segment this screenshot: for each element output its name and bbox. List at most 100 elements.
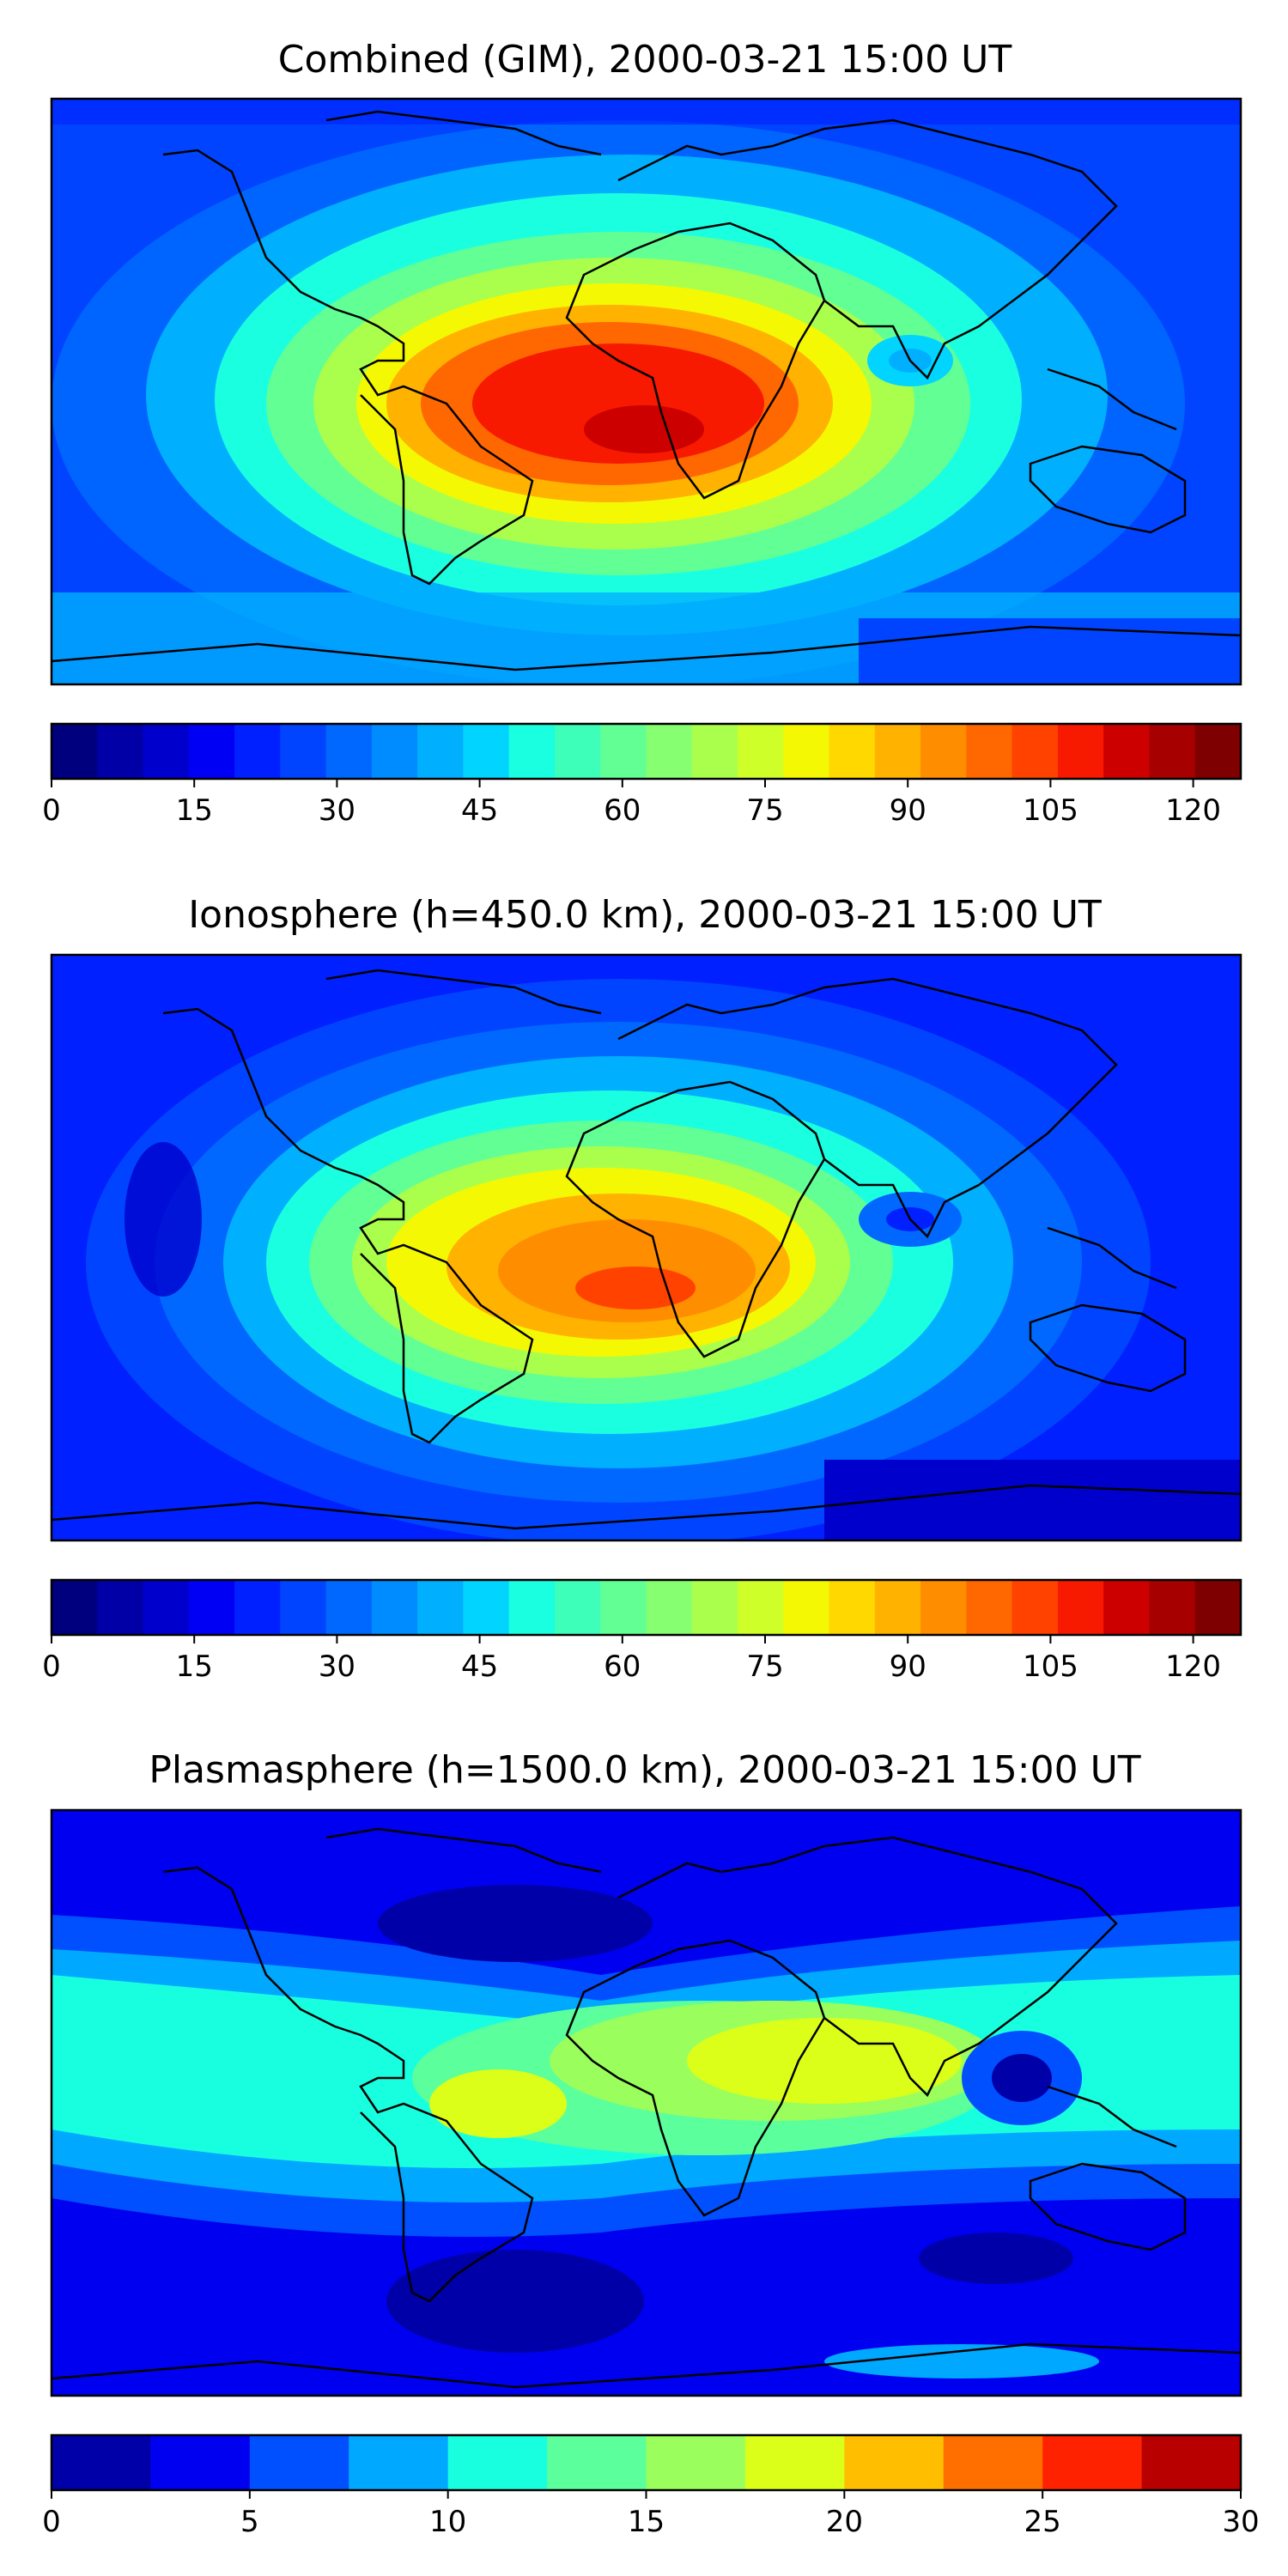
colorbar-segment <box>943 2435 1043 2490</box>
coastlines <box>52 969 1241 1530</box>
colorbar-segment <box>600 1580 647 1635</box>
colorbar-tick-label: 0 <box>42 1649 61 1684</box>
colorbar-tick-label: 15 <box>628 2505 665 2539</box>
colorbar-segment <box>280 724 327 779</box>
colorbar-tick-label: 0 <box>42 2505 61 2539</box>
colorbar-segment <box>783 724 830 779</box>
colorbar-segment <box>844 2435 945 2490</box>
colorbar-segment <box>463 724 510 779</box>
colorbar-segment <box>188 724 235 779</box>
colorbar-segment <box>874 724 921 779</box>
colorbar-tick-label: 120 <box>1165 1649 1221 1684</box>
colorbar-segment <box>1042 2435 1143 2490</box>
colorbar-segment <box>371 724 418 779</box>
colorbar-segment <box>738 1580 784 1635</box>
colorbar-tick-label: 60 <box>604 1649 641 1684</box>
colorbar-segment <box>1057 724 1104 779</box>
colorbar-segment <box>554 724 601 779</box>
colorbar-segment <box>188 1580 235 1635</box>
colorbar-tick-label: 5 <box>240 2505 259 2539</box>
colorbar-segment <box>97 1580 144 1635</box>
colorbar: 0 5 10 15 20 25 30 <box>42 2433 1260 2539</box>
colorbar-segment <box>417 724 465 779</box>
colorbar-segment <box>1012 724 1059 779</box>
colorbar-tick-label: 15 <box>176 793 213 828</box>
colorbar-tick-label: 90 <box>890 1649 927 1684</box>
colorbar-tick-label: 75 <box>746 793 783 828</box>
map-plot: 0 15 30 45 60 75 90 105 120 <box>42 953 1242 1684</box>
colorbar-segment <box>1149 1580 1196 1635</box>
colorbar-frame <box>50 722 1242 781</box>
panel-combined: Combined (GIM), 2000-03-21 15:00 UT <box>0 0 1288 859</box>
chart-title: Combined (GIM), 2000-03-21 15:00 UT <box>277 38 1012 82</box>
colorbar-segment <box>829 1580 876 1635</box>
colorbar-frame <box>50 1578 1242 1637</box>
colorbar-segment <box>371 1580 418 1635</box>
colorbar-segment <box>829 724 876 779</box>
colorbar-segment <box>1103 1580 1151 1635</box>
colorbar-segment <box>920 724 967 779</box>
colorbar-segment <box>646 724 693 779</box>
colorbar-tick-label: 105 <box>1023 793 1078 828</box>
colorbar-tick-label: 25 <box>1024 2505 1061 2539</box>
colorbar-segment <box>646 2435 746 2490</box>
colorbar-tick-label: 105 <box>1023 1649 1078 1684</box>
colorbar-segment <box>349 2435 449 2490</box>
colorbar: 0 15 30 45 60 75 90 105 120 <box>42 1578 1242 1684</box>
colorbar-segment <box>1194 724 1242 779</box>
colorbar-segment <box>554 1580 601 1635</box>
colorbar-segment <box>52 2435 152 2490</box>
coastlines <box>52 1827 1241 2389</box>
colorbar-segment <box>691 724 738 779</box>
map-frame <box>50 97 1242 686</box>
colorbar-tick-label: 45 <box>461 793 498 828</box>
colorbar-segment <box>325 1580 373 1635</box>
colorbar-segment <box>280 1580 327 1635</box>
colorbar-segment <box>744 2435 845 2490</box>
chart-title: Ionosphere (h=450.0 km), 2000-03-21 15:0… <box>188 893 1102 937</box>
colorbar-segment <box>783 1580 830 1635</box>
colorbar: 0 15 30 45 60 75 90 105 120 <box>42 722 1242 828</box>
colorbar-tick-label: 45 <box>461 1649 498 1684</box>
map-frame <box>50 953 1242 1542</box>
colorbar-segment <box>508 1580 556 1635</box>
colorbar-tick-label: 30 <box>1222 2505 1259 2539</box>
colorbar-segment <box>1149 724 1196 779</box>
map-plot: 0 15 30 45 60 75 90 105 120 <box>42 97 1242 828</box>
tec-field <box>52 955 1241 1540</box>
tec-field <box>52 1810 1241 2396</box>
map-frame <box>50 1808 1242 2397</box>
colorbar-segment <box>1103 724 1151 779</box>
colorbar-tick-label: 75 <box>746 1649 783 1684</box>
chart-title: Plasmasphere (h=1500.0 km), 2000-03-21 1… <box>149 1748 1141 1792</box>
colorbar-segment <box>234 1580 281 1635</box>
colorbar-segment <box>646 1580 693 1635</box>
colorbar-segment <box>966 1580 1013 1635</box>
colorbar-segment <box>143 1580 190 1635</box>
map-plot: 0 5 10 15 20 25 30 <box>42 1808 1260 2539</box>
colorbar-segment <box>600 724 647 779</box>
colorbar-segment <box>691 1580 738 1635</box>
colorbar-tick-label: 15 <box>176 1649 213 1684</box>
coastlines <box>52 110 1241 671</box>
tec-field <box>52 99 1241 684</box>
colorbar-tick-label: 10 <box>429 2505 466 2539</box>
colorbar-segment <box>1012 1580 1059 1635</box>
colorbar-segment <box>325 724 373 779</box>
colorbar-tick-label: 30 <box>319 1649 355 1684</box>
colorbar-tick-label: 60 <box>604 793 641 828</box>
colorbar-segment <box>874 1580 921 1635</box>
colorbar-segment <box>234 724 281 779</box>
colorbar-segment <box>920 1580 967 1635</box>
colorbar-tick-label: 20 <box>826 2505 863 2539</box>
colorbar-segment <box>417 1580 465 1635</box>
colorbar-segment <box>738 724 784 779</box>
colorbar-segment <box>97 724 144 779</box>
colorbar-tick-label: 90 <box>890 793 927 828</box>
colorbar-segment <box>249 2435 349 2490</box>
panel-ionosphere: Ionosphere (h=450.0 km), 2000-03-21 15:0… <box>0 859 1288 1717</box>
colorbar-segment <box>52 724 98 779</box>
colorbar-segment <box>150 2435 251 2490</box>
colorbar-segment <box>508 724 556 779</box>
panel-plasmasphere: Plasmasphere (h=1500.0 km), 2000-03-21 1… <box>0 1717 1288 2576</box>
